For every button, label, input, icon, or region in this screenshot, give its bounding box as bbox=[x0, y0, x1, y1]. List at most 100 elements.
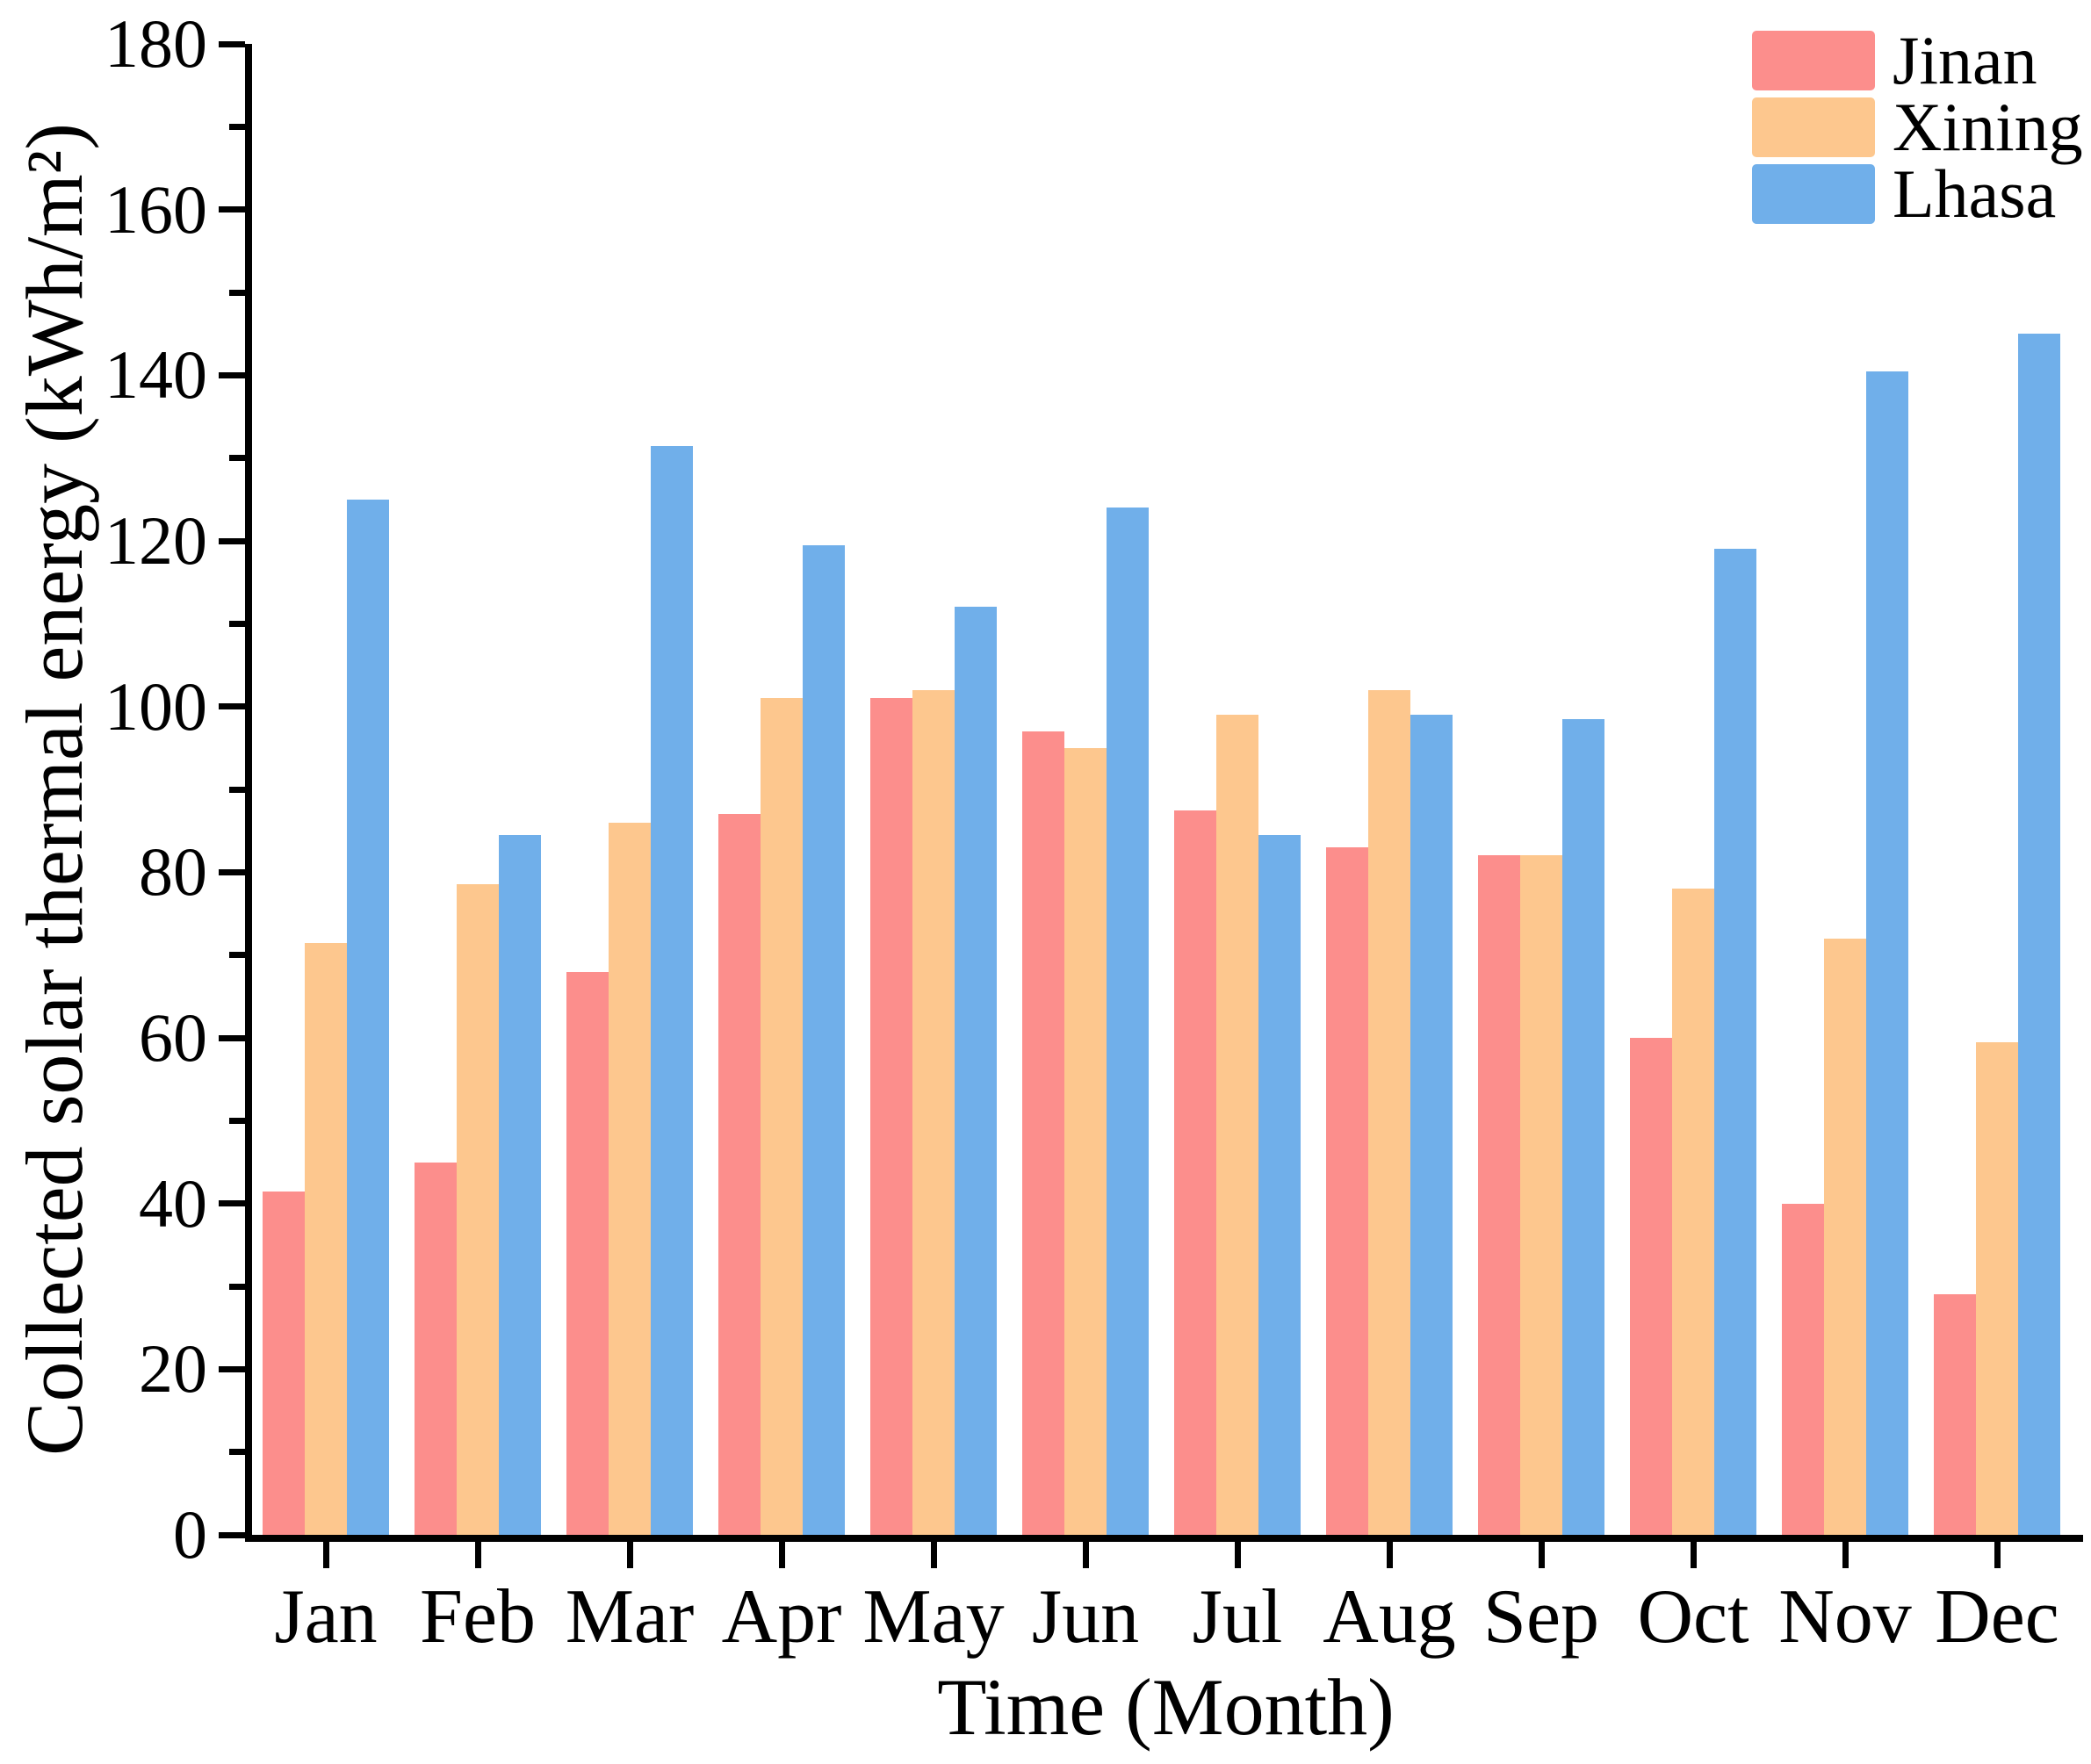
bar-xining-jun bbox=[1064, 747, 1107, 1535]
bar-jinan-oct bbox=[1630, 1038, 1672, 1535]
x-axis-line bbox=[245, 1535, 2083, 1542]
y-minor-tick bbox=[229, 620, 245, 627]
y-minor-tick bbox=[229, 1449, 245, 1456]
x-tick bbox=[1842, 1542, 1849, 1568]
bar-xining-dec bbox=[1976, 1041, 2018, 1535]
bar-xining-mar bbox=[609, 822, 651, 1535]
x-tick bbox=[322, 1542, 329, 1568]
legend: Jinan Xining Lhasa bbox=[1752, 26, 2083, 231]
y-major-tick bbox=[219, 537, 245, 544]
x-tick-label: Oct bbox=[1637, 1574, 1749, 1660]
legend-item-xining: Xining bbox=[1752, 93, 2083, 162]
x-tick bbox=[778, 1542, 785, 1568]
x-tick-label: Apr bbox=[721, 1574, 842, 1660]
bar-xining-apr bbox=[761, 698, 803, 1535]
bar-lhasa-sep bbox=[1562, 718, 1604, 1535]
y-minor-tick bbox=[229, 786, 245, 793]
bar-jinan-dec bbox=[1934, 1294, 1976, 1535]
y-tick-label: 140 bbox=[105, 336, 207, 414]
bar-xining-may bbox=[912, 689, 955, 1535]
legend-swatch-lhasa bbox=[1752, 164, 1875, 224]
y-tick-label: 40 bbox=[139, 1164, 207, 1242]
x-tick-label: Aug bbox=[1323, 1574, 1456, 1660]
x-tick-label: Jul bbox=[1192, 1574, 1283, 1660]
bar-jinan-nov bbox=[1782, 1203, 1824, 1535]
y-major-tick bbox=[219, 703, 245, 710]
x-tick-label: Jun bbox=[1031, 1574, 1140, 1660]
bar-lhasa-mar bbox=[651, 445, 693, 1535]
y-minor-tick bbox=[229, 952, 245, 959]
bar-lhasa-oct bbox=[1714, 549, 1756, 1535]
x-tick bbox=[1234, 1542, 1241, 1568]
y-tick-label: 100 bbox=[105, 667, 207, 745]
x-tick-label: Sep bbox=[1483, 1574, 1599, 1660]
bar-xining-jul bbox=[1216, 715, 1258, 1535]
legend-item-jinan: Jinan bbox=[1752, 26, 2083, 95]
bar-xining-feb bbox=[457, 884, 499, 1535]
legend-swatch-xining bbox=[1752, 97, 1875, 157]
y-major-tick bbox=[219, 206, 245, 213]
x-tick-label: Feb bbox=[420, 1574, 536, 1660]
y-tick-label: 20 bbox=[139, 1330, 207, 1408]
x-tick bbox=[474, 1542, 481, 1568]
y-minor-tick bbox=[229, 1283, 245, 1290]
y-tick-label: 80 bbox=[139, 833, 207, 911]
bar-xining-aug bbox=[1368, 689, 1410, 1535]
bar-lhasa-feb bbox=[499, 834, 541, 1535]
bar-jinan-jul bbox=[1174, 810, 1216, 1535]
bar-xining-sep bbox=[1520, 855, 1562, 1535]
bar-jinan-apr bbox=[718, 814, 761, 1535]
y-minor-tick bbox=[229, 123, 245, 130]
y-major-tick bbox=[219, 1365, 245, 1372]
legend-label-xining: Xining bbox=[1893, 89, 2083, 165]
bar-lhasa-apr bbox=[803, 544, 845, 1535]
bar-lhasa-jan bbox=[347, 499, 389, 1535]
y-major-tick bbox=[219, 40, 245, 47]
y-tick-label: 180 bbox=[105, 5, 207, 82]
bar-xining-oct bbox=[1672, 889, 1714, 1535]
bar-lhasa-jul bbox=[1258, 834, 1301, 1535]
x-tick-label: May bbox=[862, 1574, 1005, 1660]
y-tick-label: 0 bbox=[173, 1496, 207, 1573]
y-minor-tick bbox=[229, 455, 245, 462]
bar-jinan-feb bbox=[415, 1162, 457, 1535]
bar-jinan-aug bbox=[1326, 847, 1368, 1535]
y-major-tick bbox=[219, 1531, 245, 1538]
x-tick-label: Jan bbox=[274, 1574, 378, 1660]
bar-jinan-mar bbox=[566, 971, 609, 1535]
x-tick bbox=[1994, 1542, 2001, 1568]
bar-lhasa-may bbox=[955, 607, 997, 1535]
x-tick-label: Nov bbox=[1778, 1574, 1912, 1660]
x-tick-label: Dec bbox=[1935, 1574, 2059, 1660]
legend-label-lhasa: Lhasa bbox=[1893, 155, 2057, 232]
bar-jinan-may bbox=[870, 698, 912, 1535]
bar-jinan-jun bbox=[1022, 731, 1064, 1535]
y-minor-tick bbox=[229, 289, 245, 296]
bar-lhasa-dec bbox=[2018, 334, 2060, 1535]
x-axis-title: Time (Month) bbox=[937, 1662, 1395, 1752]
x-tick bbox=[1386, 1542, 1393, 1568]
x-tick-label: Mar bbox=[565, 1574, 695, 1660]
x-tick bbox=[1690, 1542, 1697, 1568]
x-tick bbox=[930, 1542, 937, 1568]
bar-jinan-jan bbox=[263, 1191, 305, 1535]
x-tick bbox=[1538, 1542, 1545, 1568]
y-major-tick bbox=[219, 1034, 245, 1041]
y-axis-line bbox=[245, 44, 252, 1542]
bar-xining-nov bbox=[1824, 938, 1866, 1535]
bar-lhasa-nov bbox=[1866, 371, 1908, 1535]
legend-label-jinan: Jinan bbox=[1893, 22, 2037, 98]
y-tick-label: 160 bbox=[105, 170, 207, 248]
legend-swatch-jinan bbox=[1752, 31, 1875, 90]
bar-lhasa-jun bbox=[1107, 508, 1149, 1535]
legend-item-lhasa: Lhasa bbox=[1752, 160, 2083, 228]
y-major-tick bbox=[219, 1200, 245, 1207]
y-tick-label: 120 bbox=[105, 502, 207, 579]
y-minor-tick bbox=[229, 1117, 245, 1124]
bar-jinan-sep bbox=[1478, 855, 1520, 1535]
y-major-tick bbox=[219, 371, 245, 378]
y-major-tick bbox=[219, 868, 245, 875]
bar-xining-jan bbox=[305, 942, 347, 1535]
x-tick bbox=[1082, 1542, 1089, 1568]
